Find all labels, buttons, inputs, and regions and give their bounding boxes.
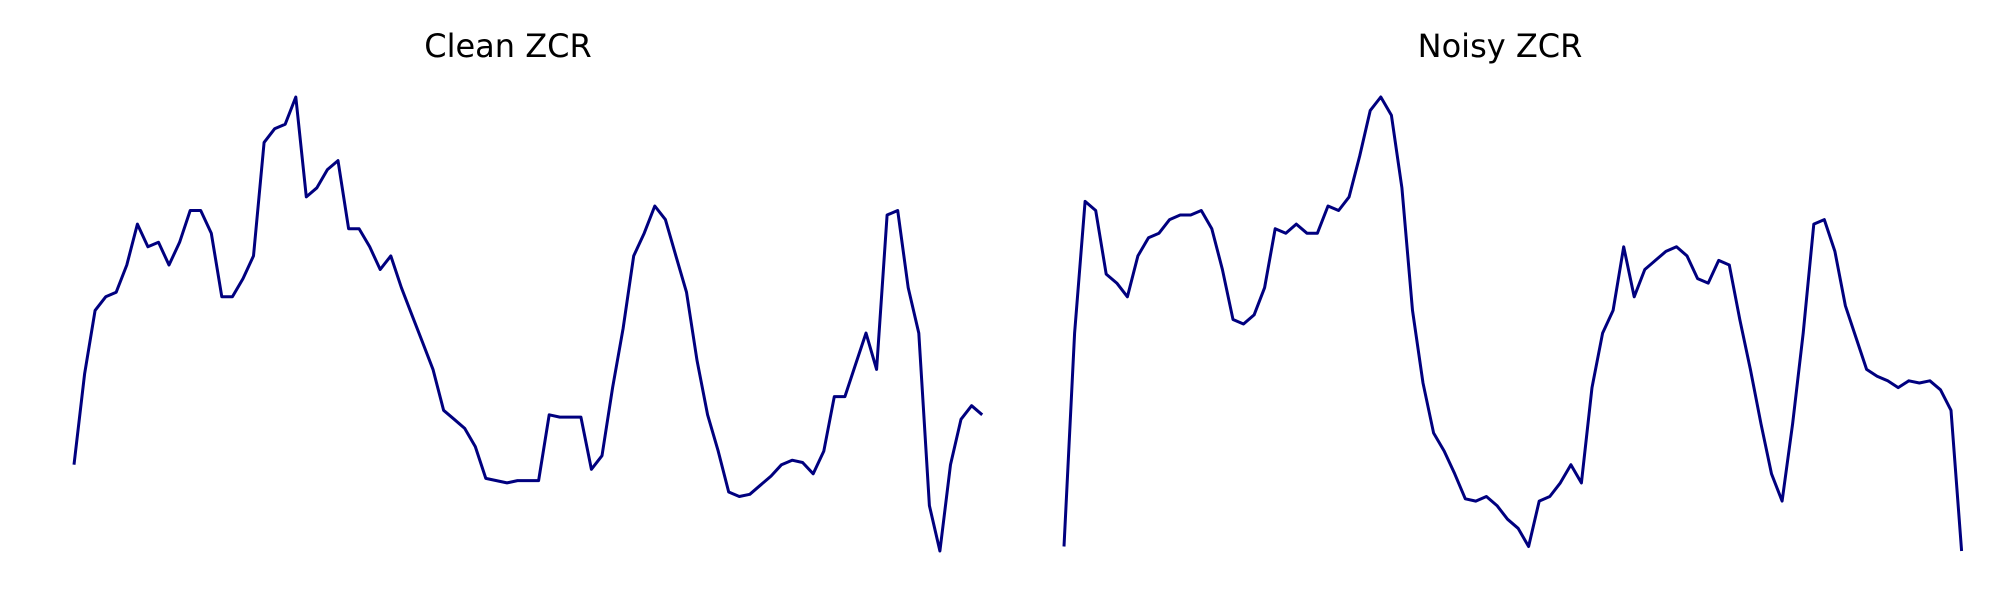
- noisy-zcr-line: [1062, 95, 1964, 552]
- noisy-zcr-title: Noisy ZCR: [1418, 27, 1583, 65]
- clean-zcr-line: [72, 95, 984, 553]
- clean-zcr-title: Clean ZCR: [424, 27, 591, 65]
- noisy-zcr-panel: Noisy ZCR: [1062, 27, 1964, 552]
- clean-zcr-panel: Clean ZCR: [72, 27, 984, 553]
